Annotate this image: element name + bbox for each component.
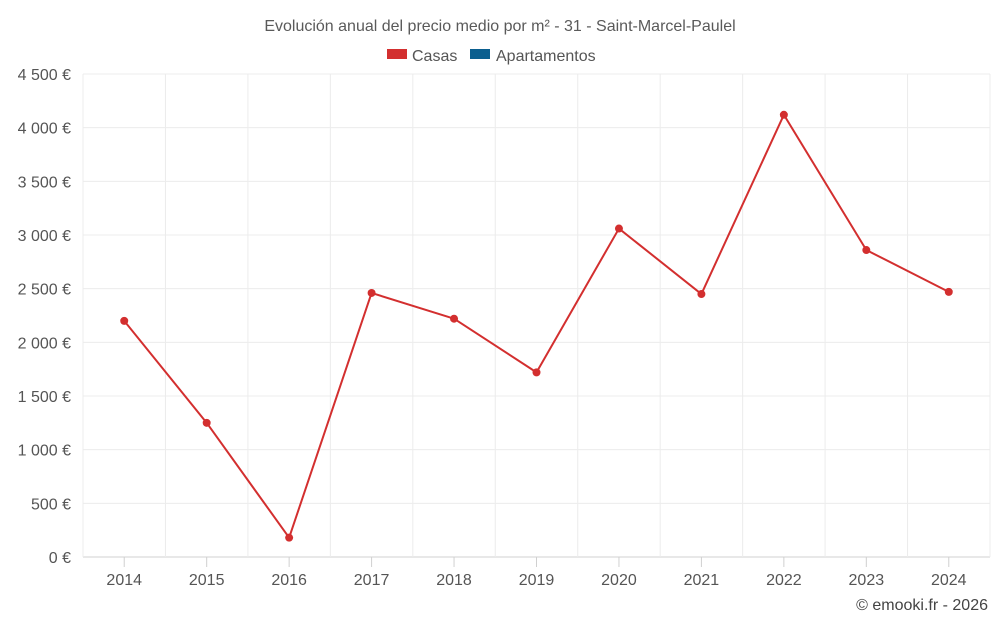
data-point[interactable] <box>944 287 953 296</box>
legend-label-casas: Casas <box>412 48 457 65</box>
legend-item-casas[interactable]: Casas <box>387 48 457 65</box>
x-tick-label: 2014 <box>106 572 142 589</box>
credit-text: © emooki.fr - 2026 <box>856 597 988 614</box>
x-axis: 2014 2015 2016 2017 2018 2019 2020 2021 2022 2023… <box>106 557 967 589</box>
y-tick-label: 2 500 € <box>18 282 71 299</box>
grid <box>82 73 991 558</box>
data-point[interactable] <box>779 110 788 119</box>
x-tick-label: 2015 <box>189 572 225 589</box>
y-tick-label: 3 000 € <box>18 228 71 245</box>
legend-label-apartamentos: Apartamentos <box>496 48 596 65</box>
x-tick-label: 2018 <box>436 572 472 589</box>
data-point[interactable] <box>367 288 376 297</box>
data-point[interactable] <box>202 418 211 427</box>
legend-swatch-casas <box>387 49 407 59</box>
y-tick-label: 2 000 € <box>18 335 71 352</box>
x-tick-label: 2024 <box>931 572 967 589</box>
y-tick-label: 0 € <box>49 550 71 567</box>
y-tick-label: 4 000 € <box>18 121 71 138</box>
x-tick-label: 2021 <box>684 572 720 589</box>
data-point[interactable] <box>862 246 871 255</box>
y-tick-label: 3 500 € <box>18 174 71 191</box>
data-point[interactable] <box>285 533 294 542</box>
data-point[interactable] <box>450 314 459 323</box>
x-tick-label: 2020 <box>601 572 637 589</box>
legend-swatch-apartamentos <box>470 49 490 59</box>
y-axis: 0 € 500 € 1 000 € 1 500 € 2 000 € 2 500 € 3 00… <box>18 67 71 567</box>
y-tick-label: 4 500 € <box>18 67 71 84</box>
legend-item-apartamentos[interactable]: Apartamentos <box>470 48 596 65</box>
x-tick-label: 2017 <box>354 572 390 589</box>
x-tick-label: 2019 <box>519 572 555 589</box>
chart-title: Evolución anual del precio medio por m² … <box>264 18 735 35</box>
y-tick-label: 500 € <box>31 496 71 513</box>
x-tick-label: 2022 <box>766 572 802 589</box>
y-tick-label: 1 000 € <box>18 443 71 460</box>
x-tick-label: 2016 <box>271 572 307 589</box>
legend: Casas Apartamentos <box>387 48 596 65</box>
y-tick-label: 1 500 € <box>18 389 71 406</box>
data-point[interactable] <box>532 368 541 377</box>
data-point[interactable] <box>614 224 623 233</box>
data-point[interactable] <box>697 290 706 299</box>
data-point[interactable] <box>120 316 129 325</box>
series-casas <box>120 110 953 542</box>
x-tick-label: 2023 <box>849 572 885 589</box>
